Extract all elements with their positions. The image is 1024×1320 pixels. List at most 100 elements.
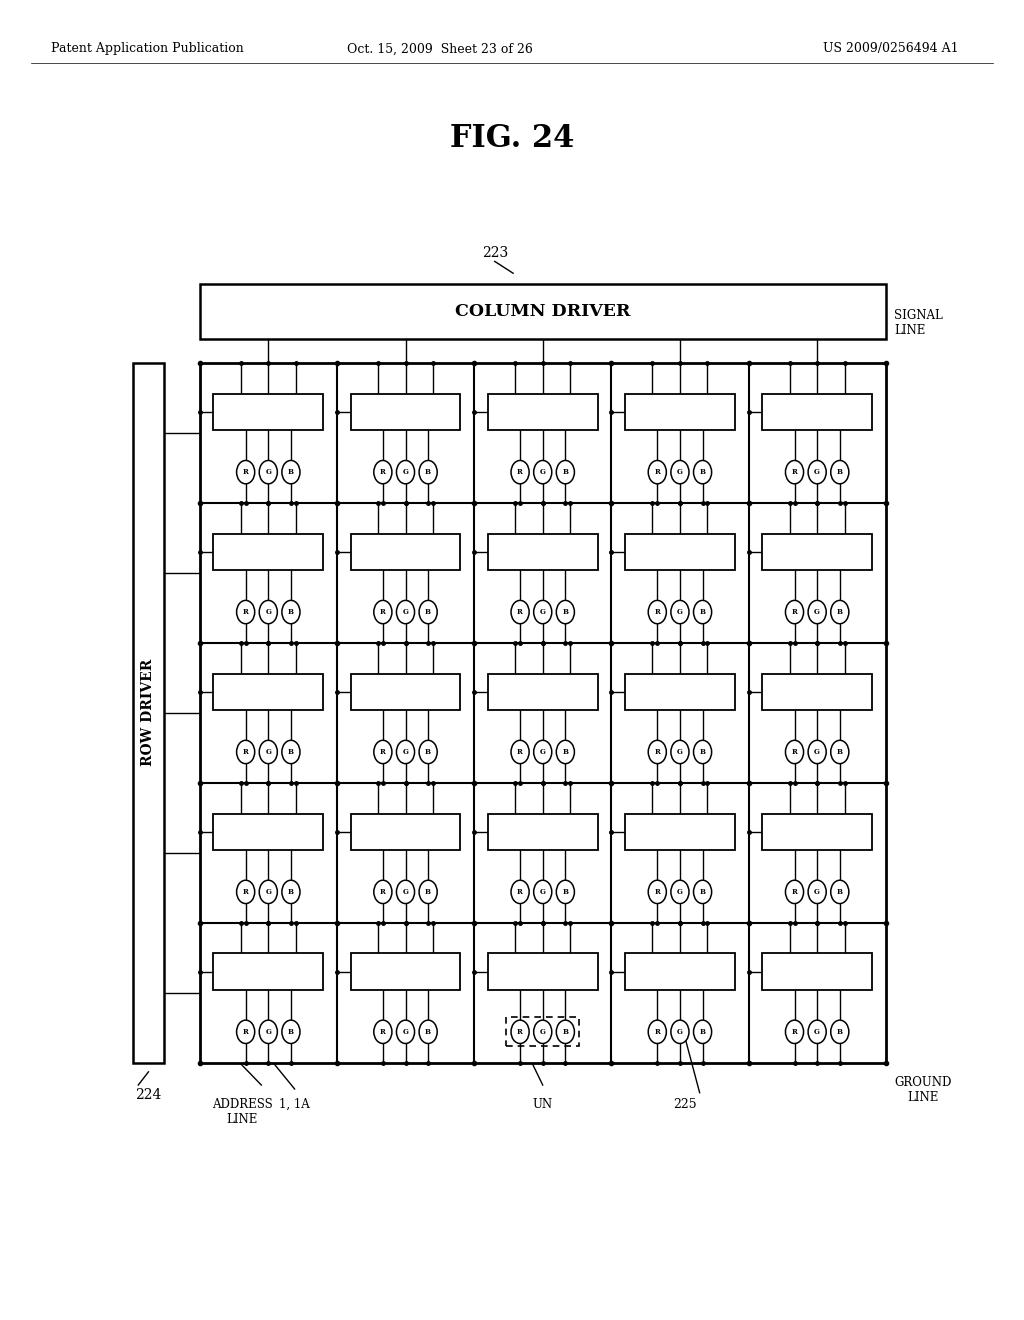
Text: R: R <box>517 469 523 477</box>
Circle shape <box>396 461 415 484</box>
Text: G: G <box>540 748 546 756</box>
Text: Oct. 15, 2009  Sheet 23 of 26: Oct. 15, 2009 Sheet 23 of 26 <box>347 42 534 55</box>
Circle shape <box>419 601 437 624</box>
Text: G: G <box>814 748 820 756</box>
Text: B: B <box>699 1028 706 1036</box>
Text: G: G <box>265 469 271 477</box>
Text: FIG. 24: FIG. 24 <box>450 123 574 154</box>
Bar <box>487 393 598 430</box>
Text: R: R <box>243 469 249 477</box>
Text: B: B <box>699 748 706 756</box>
Text: B: B <box>562 748 568 756</box>
Bar <box>213 673 324 710</box>
Bar <box>762 533 872 570</box>
Text: B: B <box>425 888 431 896</box>
Bar <box>762 813 872 850</box>
Bar <box>213 813 324 850</box>
Circle shape <box>282 880 300 904</box>
Circle shape <box>534 1020 552 1044</box>
Circle shape <box>282 1020 300 1044</box>
Text: SIGNAL
LINE: SIGNAL LINE <box>894 309 943 337</box>
Text: G: G <box>814 609 820 616</box>
Circle shape <box>648 461 667 484</box>
Circle shape <box>808 741 826 764</box>
Circle shape <box>511 880 529 904</box>
Circle shape <box>237 741 255 764</box>
Text: B: B <box>562 469 568 477</box>
Circle shape <box>671 741 689 764</box>
Circle shape <box>282 741 300 764</box>
Text: G: G <box>814 469 820 477</box>
Circle shape <box>534 880 552 904</box>
Bar <box>762 393 872 430</box>
Text: R: R <box>243 609 249 616</box>
Circle shape <box>374 741 392 764</box>
Circle shape <box>396 880 415 904</box>
Text: G: G <box>814 888 820 896</box>
Text: B: B <box>288 1028 294 1036</box>
Text: R: R <box>654 1028 660 1036</box>
Text: R: R <box>380 1028 386 1036</box>
Bar <box>350 953 461 990</box>
Text: R: R <box>380 888 386 896</box>
Bar <box>625 533 735 570</box>
Circle shape <box>419 880 437 904</box>
Text: R: R <box>654 888 660 896</box>
Circle shape <box>237 601 255 624</box>
Text: COLUMN DRIVER: COLUMN DRIVER <box>455 304 631 319</box>
Text: R: R <box>792 1028 798 1036</box>
Text: G: G <box>677 609 683 616</box>
Bar <box>487 533 598 570</box>
Bar <box>350 813 461 850</box>
Text: G: G <box>540 469 546 477</box>
Circle shape <box>374 1020 392 1044</box>
Bar <box>350 673 461 710</box>
Text: G: G <box>677 748 683 756</box>
Text: B: B <box>837 748 843 756</box>
Circle shape <box>785 880 804 904</box>
Bar <box>487 953 598 990</box>
Text: R: R <box>792 748 798 756</box>
Text: B: B <box>837 469 843 477</box>
Text: G: G <box>677 469 683 477</box>
Bar <box>625 813 735 850</box>
Text: R: R <box>243 748 249 756</box>
Text: B: B <box>425 1028 431 1036</box>
Circle shape <box>396 741 415 764</box>
Text: G: G <box>265 748 271 756</box>
Text: ROW DRIVER: ROW DRIVER <box>141 659 156 767</box>
Circle shape <box>671 1020 689 1044</box>
Circle shape <box>671 880 689 904</box>
Circle shape <box>282 601 300 624</box>
Circle shape <box>237 1020 255 1044</box>
Text: B: B <box>837 888 843 896</box>
Circle shape <box>693 461 712 484</box>
Text: R: R <box>517 888 523 896</box>
Text: G: G <box>540 609 546 616</box>
Circle shape <box>419 461 437 484</box>
Circle shape <box>556 601 574 624</box>
Bar <box>625 393 735 430</box>
Bar <box>350 533 461 570</box>
Text: R: R <box>792 888 798 896</box>
Circle shape <box>556 880 574 904</box>
Circle shape <box>830 601 849 624</box>
Circle shape <box>511 1020 529 1044</box>
Circle shape <box>671 461 689 484</box>
Text: B: B <box>425 609 431 616</box>
Circle shape <box>374 601 392 624</box>
Circle shape <box>693 601 712 624</box>
Bar <box>200 363 886 1063</box>
Text: US 2009/0256494 A1: US 2009/0256494 A1 <box>823 42 958 55</box>
Circle shape <box>511 741 529 764</box>
Circle shape <box>259 461 278 484</box>
Circle shape <box>259 1020 278 1044</box>
Text: G: G <box>265 1028 271 1036</box>
Circle shape <box>396 601 415 624</box>
Text: 1, 1A: 1, 1A <box>280 1098 310 1111</box>
Text: G: G <box>677 1028 683 1036</box>
Circle shape <box>237 461 255 484</box>
Bar <box>487 813 598 850</box>
Text: B: B <box>562 888 568 896</box>
Circle shape <box>808 461 826 484</box>
